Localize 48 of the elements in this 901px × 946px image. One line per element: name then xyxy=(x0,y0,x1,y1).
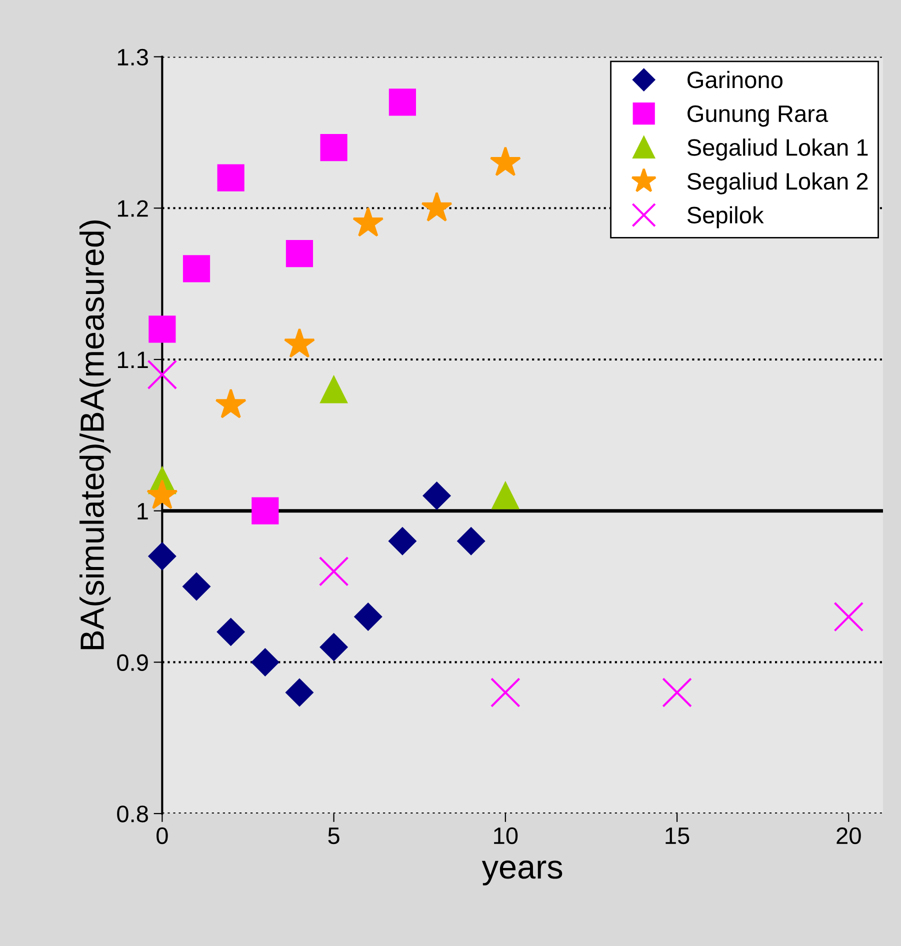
legend-label: Garinono xyxy=(688,70,782,88)
legend-label: Sepilok xyxy=(687,206,764,228)
y-tick-label: 1.2 xyxy=(118,200,148,217)
point xyxy=(834,602,864,632)
point xyxy=(492,482,519,510)
point xyxy=(252,497,279,524)
x-tick-label: 0 xyxy=(156,827,168,844)
point xyxy=(320,633,348,661)
point xyxy=(284,328,316,358)
point xyxy=(422,482,451,510)
point xyxy=(215,388,246,418)
point xyxy=(490,146,521,176)
x-tick-label: 15 xyxy=(666,828,690,844)
legend-label: Segaliud Lokan 1 xyxy=(687,138,868,161)
point xyxy=(318,556,349,586)
point xyxy=(490,678,520,708)
point xyxy=(148,542,176,570)
point xyxy=(146,479,178,510)
point xyxy=(182,255,210,282)
x-tick-label: 10 xyxy=(494,827,518,844)
point xyxy=(352,206,384,237)
y-tick-label: 1 xyxy=(138,503,148,520)
point xyxy=(320,134,348,162)
point xyxy=(457,527,485,555)
point xyxy=(388,527,416,555)
legend-label: Segaliud Lokan 2 xyxy=(687,172,868,194)
x-tick-label: 5 xyxy=(328,828,340,844)
legend-label: Gunung Rara xyxy=(688,105,828,127)
point xyxy=(147,360,178,390)
point xyxy=(217,618,245,646)
point xyxy=(148,316,176,343)
point xyxy=(421,192,452,222)
x-tick-label: 20 xyxy=(836,827,861,844)
point xyxy=(286,678,314,706)
y-tick-label: 0.8 xyxy=(117,806,148,822)
y-axis-title: BA(simulated)/BA(measured) xyxy=(80,220,111,650)
point xyxy=(662,678,692,708)
point xyxy=(286,240,314,268)
y-tick-label: 0.9 xyxy=(117,654,148,671)
point xyxy=(354,602,382,631)
y-tick-label: 1.3 xyxy=(118,48,148,66)
point xyxy=(182,572,210,600)
x-axis-title: years xyxy=(482,860,562,886)
point xyxy=(217,164,244,192)
point xyxy=(320,376,348,404)
point xyxy=(251,648,279,676)
y-tick-label: 1.1 xyxy=(118,352,148,368)
point xyxy=(388,88,416,116)
